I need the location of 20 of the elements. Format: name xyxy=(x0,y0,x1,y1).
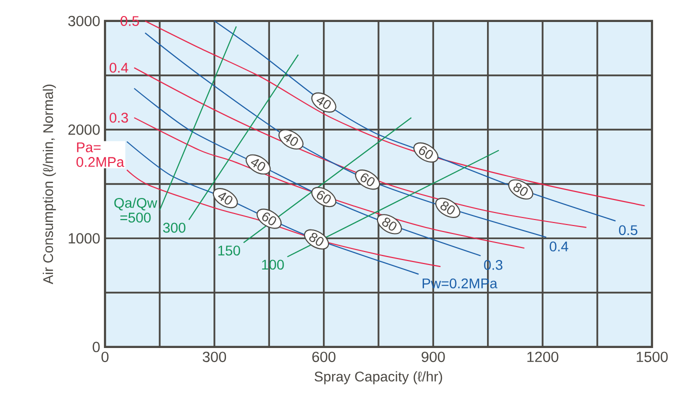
series-label: 150 xyxy=(218,246,240,256)
x-tick-label: 1500 xyxy=(636,352,668,362)
series-label: 300 xyxy=(163,222,186,233)
series-label: 0.3 xyxy=(110,112,128,123)
x-tick-label: 600 xyxy=(312,352,336,362)
series-label: Qa/Qw =500 xyxy=(114,198,158,223)
series-label: Pa= 0.2MPa xyxy=(76,142,124,167)
y-tick-label: 1000 xyxy=(68,233,100,244)
x-tick-label: 0 xyxy=(101,352,108,362)
x-tick-label: 1200 xyxy=(527,352,558,362)
y-axis-title: Air Consumption (ℓ/min, Normal) xyxy=(42,84,56,284)
y-tick-label: 2000 xyxy=(68,124,100,135)
series-label: 0.5 xyxy=(619,225,638,236)
series-label: 0.4 xyxy=(550,242,568,252)
y-tick-label: 3000 xyxy=(68,16,100,26)
x-tick-label: 300 xyxy=(202,352,226,362)
y-tick-label: 0 xyxy=(92,342,100,352)
x-axis-title: Spray Capacity (ℓ/hr) xyxy=(314,371,442,384)
x-tick-label: 900 xyxy=(422,352,445,362)
series-label: 0.4 xyxy=(110,62,128,73)
